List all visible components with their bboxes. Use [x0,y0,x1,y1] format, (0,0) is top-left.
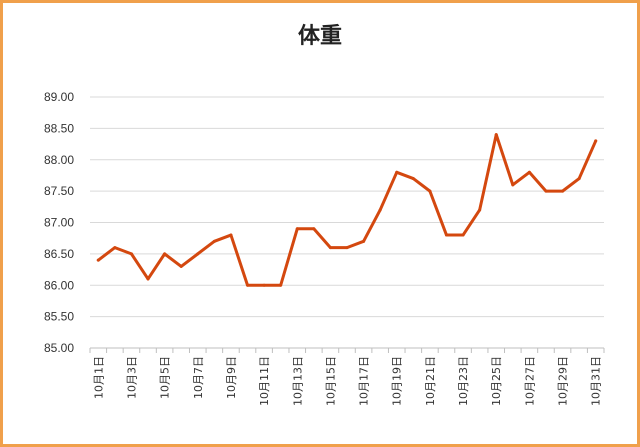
y-tick-label: 88.50 [44,121,74,135]
data-point [444,233,448,237]
gridlines [90,96,604,349]
data-point [411,177,415,181]
x-axis: 10月1日 10月3日 10月5日 10月7日 10月9日 10月11日 10月13日 10月… [89,347,605,406]
data-point [196,252,200,256]
x-tick-label: 10月17日 [358,356,371,406]
data-point [362,239,366,243]
data-point [461,233,465,237]
data-point [229,233,233,237]
x-tick-label: 10月27日 [523,356,536,406]
x-tick-label: 10月15日 [324,356,337,406]
data-point [328,246,332,250]
x-tick-label: 10月31日 [590,356,603,406]
y-tick-label: 87.00 [44,216,74,230]
chart-title: 体重 [297,24,342,49]
x-tick-label: 10月11日 [258,356,271,406]
y-tick-label: 86.00 [44,278,74,292]
data-point [345,246,349,250]
data-point [262,283,266,287]
x-tick-label: 10月9日 [225,356,238,399]
data-point [511,183,515,187]
x-tick-label: 10月21日 [424,356,437,406]
data-point [478,208,482,212]
data-point [129,252,133,256]
data-point [146,277,150,281]
y-tick-label: 89.00 [44,90,74,104]
data-point [212,239,216,243]
data-point [163,252,167,256]
data-point [113,246,117,250]
x-tick-label: 10月7日 [192,356,205,399]
data-point [544,189,548,193]
data-point [96,258,100,262]
y-tick-label: 87.50 [44,184,74,198]
x-tick-label: 10月23日 [457,356,470,406]
x-tick-label: 10月3日 [125,356,138,399]
x-tick-label: 10月1日 [92,356,105,399]
series-layer [96,133,598,287]
data-point [594,139,598,143]
y-tick-label: 88.00 [44,153,74,167]
data-point [527,170,531,174]
data-point [279,283,283,287]
data-point [494,133,498,137]
data-point [395,170,399,174]
x-tick-label: 10月29日 [557,356,570,406]
data-point [428,189,432,193]
data-point [179,264,183,268]
data-point [295,227,299,231]
x-tick-label: 10月25日 [490,356,503,406]
data-point [246,283,250,287]
x-tick-label: 10月5日 [159,356,172,399]
y-axis: 85.00 85.50 86.00 86.50 87.00 87.50 88.00 88.50… [44,90,74,355]
y-tick-label: 85.50 [44,310,74,324]
x-tick-label: 10月13日 [291,356,304,406]
data-point [577,177,581,181]
data-point [561,189,565,193]
series-line [96,133,598,287]
data-point [378,208,382,212]
data-point [312,227,316,231]
x-tick-label: 10月19日 [391,356,404,406]
y-tick-label: 86.50 [44,247,74,261]
y-tick-label: 85.00 [44,341,74,355]
